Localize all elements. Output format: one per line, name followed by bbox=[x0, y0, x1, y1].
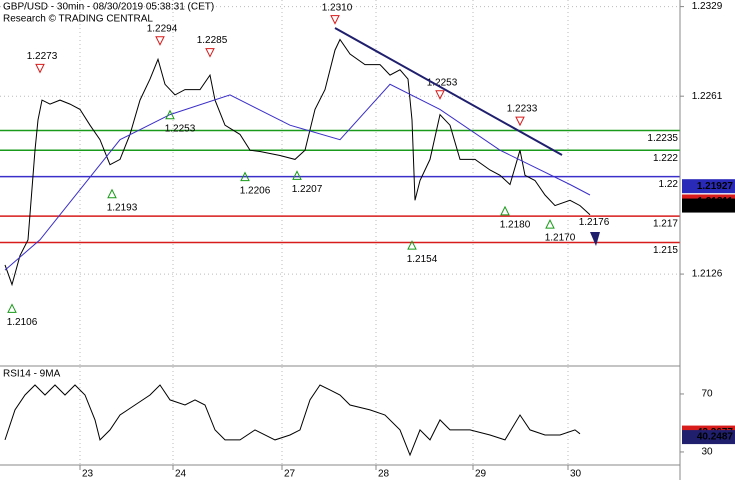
high-label: 1.2294 bbox=[147, 23, 178, 34]
price-line bbox=[4, 83, 591, 271]
price-line bbox=[4, 38, 591, 287]
high-label: 1.2310 bbox=[322, 2, 353, 13]
y-tick-label: 1.2126 bbox=[692, 269, 723, 280]
low-label: 1.2106 bbox=[7, 317, 38, 328]
high-label: 1.2273 bbox=[27, 51, 58, 62]
value-tag-label: 40.2487 bbox=[697, 432, 734, 443]
trend-line bbox=[334, 27, 563, 156]
value-tag-label: 1.2178 bbox=[702, 200, 733, 211]
value-tag bbox=[682, 198, 735, 213]
high-marker bbox=[515, 116, 525, 127]
low-marker bbox=[7, 303, 17, 313]
note-label: 1.2176 bbox=[579, 217, 610, 228]
y-tick-label: 1.2261 bbox=[692, 91, 723, 102]
level-label: 1.22 bbox=[659, 179, 679, 190]
low-label: 1.2170 bbox=[545, 233, 576, 244]
level-label: 1.2235 bbox=[647, 133, 678, 144]
high-label: 1.2253 bbox=[427, 77, 458, 88]
level-label: 1.215 bbox=[653, 245, 678, 256]
x-tick-label: 28 bbox=[378, 469, 390, 480]
low-marker bbox=[292, 170, 302, 180]
y-tick-label: 70 bbox=[701, 389, 713, 400]
low-label: 1.2253 bbox=[165, 123, 196, 134]
low-label: 1.2207 bbox=[292, 184, 323, 195]
low-marker bbox=[107, 188, 117, 199]
value-tag-label: 1.21927 bbox=[697, 181, 734, 192]
y-tick-label: 30 bbox=[701, 447, 713, 458]
rsi-line bbox=[4, 384, 581, 457]
low-marker bbox=[165, 109, 175, 120]
x-tick-label: 30 bbox=[570, 469, 582, 480]
level-label: 1.222 bbox=[653, 153, 678, 164]
x-tick-label: 27 bbox=[284, 469, 296, 480]
high-marker bbox=[155, 36, 165, 46]
x-tick-label: 29 bbox=[475, 469, 487, 480]
low-label: 1.2193 bbox=[107, 202, 138, 213]
low-marker bbox=[407, 240, 417, 250]
rsi-title: RSI14 - 9MA bbox=[3, 369, 61, 380]
level-label: 1.217 bbox=[653, 219, 678, 230]
value-tag bbox=[682, 430, 735, 445]
high-label: 1.2285 bbox=[197, 35, 228, 46]
chart-subtitle: Research © TRADING CENTRAL bbox=[3, 14, 153, 25]
x-tick-label: 23 bbox=[82, 469, 94, 480]
y-tick-label: 1.2329 bbox=[692, 1, 723, 12]
high-marker bbox=[205, 48, 215, 58]
low-label: 1.2180 bbox=[500, 220, 531, 231]
low-marker bbox=[545, 218, 555, 229]
high-marker bbox=[35, 63, 45, 74]
chart-title: GBP/USD - 30min - 08/30/2019 05:38:31 (C… bbox=[3, 2, 214, 13]
high-label: 1.2233 bbox=[507, 104, 538, 115]
low-marker bbox=[240, 171, 250, 182]
value-tag bbox=[682, 179, 735, 194]
low-label: 1.2206 bbox=[240, 185, 271, 196]
low-marker bbox=[500, 205, 510, 216]
arrow bbox=[590, 232, 600, 246]
x-tick-label: 24 bbox=[175, 469, 187, 480]
high-marker bbox=[435, 90, 445, 100]
high-marker bbox=[330, 15, 340, 25]
low-label: 1.2154 bbox=[407, 254, 438, 265]
